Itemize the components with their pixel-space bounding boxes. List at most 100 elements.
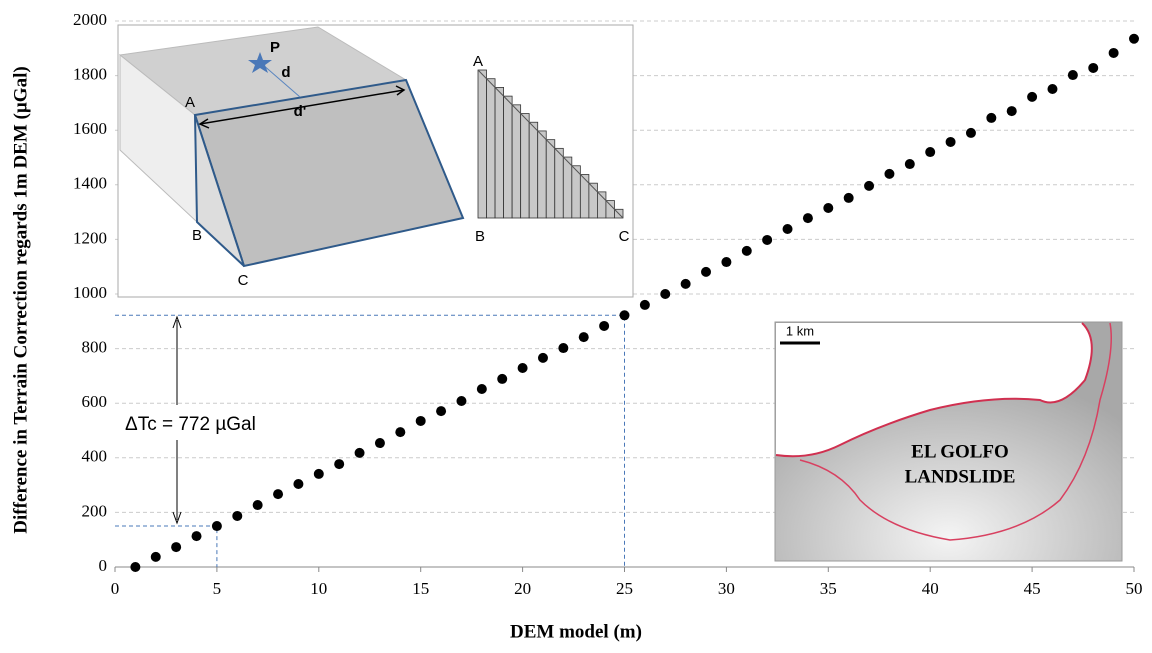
x-tick-label: 10 xyxy=(310,579,327,598)
point xyxy=(313,468,324,479)
point xyxy=(762,234,773,245)
stair-step xyxy=(605,200,615,219)
y-tick-label: 400 xyxy=(82,447,108,466)
reference-line xyxy=(115,525,218,567)
stair-step xyxy=(588,182,598,219)
reference-lines xyxy=(115,314,625,567)
point xyxy=(802,213,813,224)
point xyxy=(680,278,691,289)
stair-step xyxy=(545,139,556,219)
x-tick-label: 35 xyxy=(820,579,837,598)
point xyxy=(1108,47,1119,58)
point xyxy=(986,112,997,123)
point xyxy=(191,531,202,542)
point xyxy=(334,459,345,470)
x-tick-label: 15 xyxy=(412,579,429,598)
x-tick-label: 30 xyxy=(718,579,735,598)
point xyxy=(864,180,875,191)
point xyxy=(599,320,610,331)
point xyxy=(1067,70,1078,81)
stair-step xyxy=(520,113,530,219)
point xyxy=(395,427,406,438)
y-tick-label: 1400 xyxy=(73,174,107,193)
point xyxy=(639,299,650,310)
y-tick-label: 1000 xyxy=(73,283,107,302)
diagram-label: d xyxy=(281,64,290,81)
diagram-label: P xyxy=(270,39,280,56)
y-tick-label: 1600 xyxy=(73,119,107,138)
point xyxy=(1088,62,1099,73)
point xyxy=(578,332,589,343)
diagram-label: C xyxy=(238,272,249,289)
reference-line xyxy=(115,314,625,567)
profile-label: B xyxy=(475,228,485,245)
point xyxy=(558,343,569,354)
stair-step xyxy=(554,147,564,219)
y-tick-label: 0 xyxy=(99,556,108,575)
point xyxy=(537,352,548,363)
x-axis-label: DEM model (m) xyxy=(510,621,642,642)
point xyxy=(150,551,161,562)
point xyxy=(293,479,304,490)
point xyxy=(701,266,712,277)
profile-label: A xyxy=(473,53,483,70)
point xyxy=(782,224,793,235)
y-tick-label: 2000 xyxy=(73,10,107,29)
point xyxy=(374,438,385,449)
point xyxy=(823,203,834,214)
profile-slope xyxy=(477,69,624,219)
points xyxy=(130,33,1139,572)
y-tick-label: 1200 xyxy=(73,228,107,247)
point xyxy=(1027,91,1038,102)
x-tick-label: 25 xyxy=(616,579,633,598)
inset-map: 1 km EL GOLFO LANDSLIDE xyxy=(774,321,1123,562)
point xyxy=(171,542,182,553)
point xyxy=(415,415,426,426)
annotation-arrows xyxy=(172,315,182,525)
point xyxy=(497,373,508,384)
stair-step xyxy=(537,130,547,219)
point xyxy=(476,384,487,395)
stair-step xyxy=(494,87,504,219)
diagram-label: A xyxy=(185,94,195,111)
point xyxy=(436,406,447,417)
x-tick-label: 40 xyxy=(922,579,939,598)
point xyxy=(354,447,365,458)
point xyxy=(660,289,671,299)
x-tick-label: 20 xyxy=(514,579,531,598)
point xyxy=(904,159,915,170)
inset-diagram: A B C P d d' A B C xyxy=(117,24,634,298)
point xyxy=(741,245,752,256)
point xyxy=(884,168,895,179)
stair-step xyxy=(579,174,590,219)
point xyxy=(517,362,528,373)
point xyxy=(211,521,222,532)
x-tick-label: 45 xyxy=(1024,579,1041,598)
diagram-label: d' xyxy=(294,103,307,120)
map-title: LANDSLIDE xyxy=(905,466,1016,487)
point xyxy=(965,127,976,138)
stair-step xyxy=(486,78,496,219)
stair-step xyxy=(477,69,487,219)
y-tick-label: 600 xyxy=(82,392,108,411)
profile-label: C xyxy=(619,228,630,245)
point xyxy=(925,147,936,158)
point xyxy=(273,489,284,500)
point xyxy=(945,136,956,147)
stair-step xyxy=(562,156,573,219)
stair-step xyxy=(503,95,513,219)
map-scale: 1 km xyxy=(786,323,814,338)
x-tick-label: 0 xyxy=(111,579,120,598)
map-title: EL GOLFO xyxy=(911,441,1009,462)
y-tick-label: 200 xyxy=(82,501,108,520)
point xyxy=(619,310,630,321)
stair-step xyxy=(528,121,539,219)
point xyxy=(843,192,854,203)
y-tick-label: 1800 xyxy=(73,65,107,84)
diagram-label: B xyxy=(192,227,202,244)
point xyxy=(721,257,732,268)
point xyxy=(1006,106,1017,117)
y-tick-label: 800 xyxy=(82,338,108,357)
stair-step xyxy=(511,104,522,219)
